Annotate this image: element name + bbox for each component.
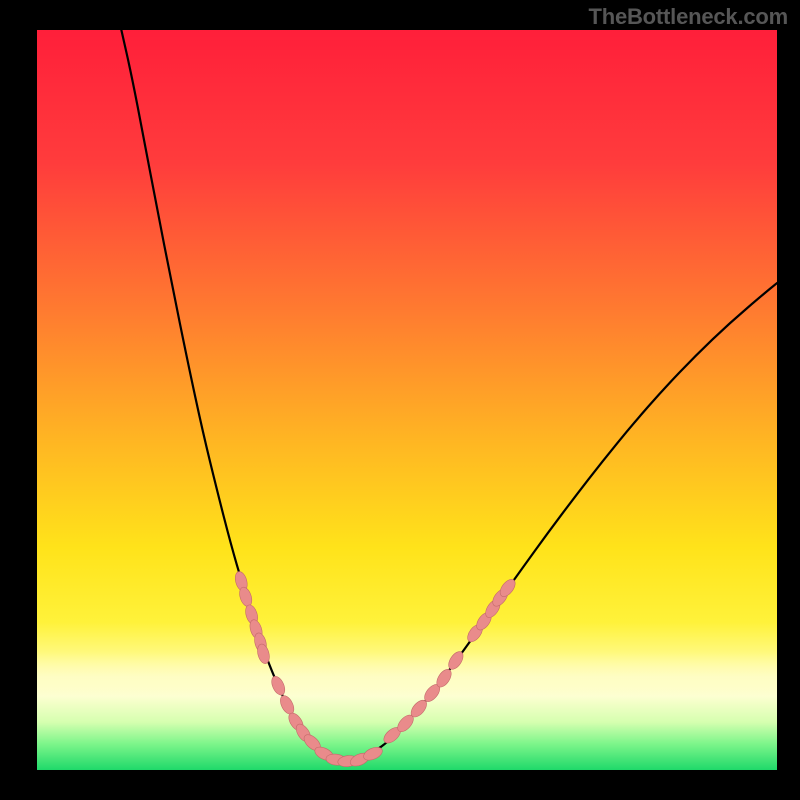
beads-group — [233, 570, 518, 769]
chart-area — [37, 30, 777, 770]
bead — [278, 693, 297, 716]
chart-svg — [37, 30, 777, 770]
canvas: TheBottleneck.com — [0, 0, 800, 800]
bead — [269, 674, 287, 697]
watermark-text: TheBottleneck.com — [588, 4, 788, 30]
bottleneck-curve — [121, 30, 777, 761]
